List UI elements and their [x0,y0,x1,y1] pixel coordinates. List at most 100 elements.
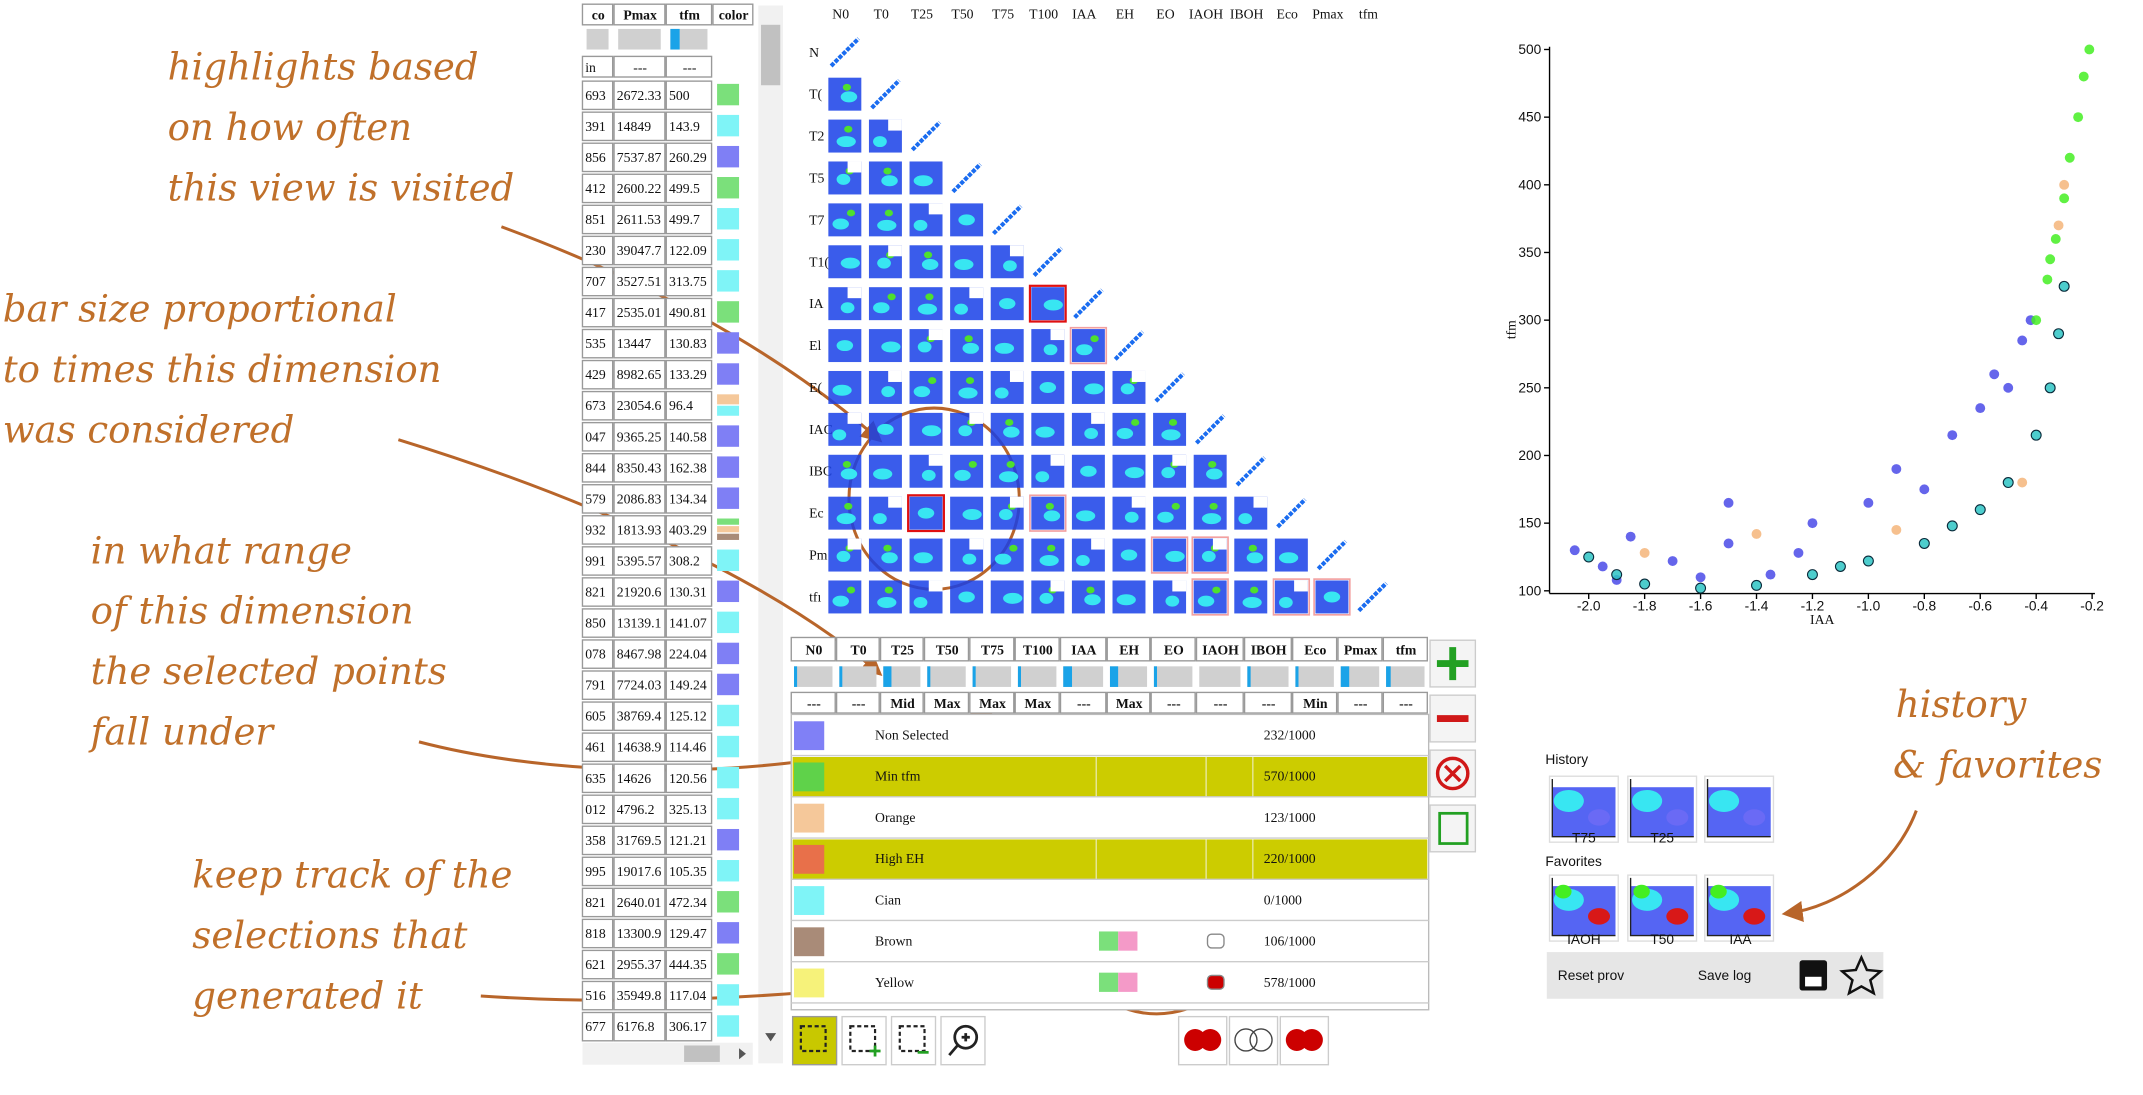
diagonal-plot [1316,539,1348,571]
filter-label: --- [633,60,647,75]
add-select-tool[interactable] [841,1015,887,1066]
selection-name[interactable]: Orange [875,810,915,825]
point [1765,569,1776,580]
h-scrollbar[interactable] [582,1042,753,1065]
header-cell [581,3,614,26]
selection-name[interactable]: Cian [875,892,901,907]
table-value: 417 [585,305,606,320]
selection-name[interactable]: High EH [875,851,924,866]
color-swatch [717,984,740,1006]
cell-blob [840,302,855,314]
table-cell [613,980,666,1011]
range-cell [923,691,970,714]
scrollbar[interactable] [758,5,784,1064]
point [1751,579,1763,591]
table-cell [665,359,713,390]
history-block [1098,972,1119,992]
selection-swatch[interactable] [794,886,825,915]
cell-blob [1248,544,1257,552]
column-header: tfm [679,8,700,23]
table-cell [665,515,713,545]
scroll-arrow[interactable] [739,1048,746,1060]
x-tick-label: -0.4 [2024,598,2048,613]
point [2044,382,2056,394]
table-cell [665,546,713,576]
table-value: 39047.7 [617,243,662,258]
y-tick-label: 400 [1518,177,1541,192]
visit-highlight [907,494,945,533]
range-label: --- [807,696,821,711]
selection-swatch[interactable] [794,927,825,957]
selection-name[interactable]: Non Selected [875,728,949,743]
scroll-arrow[interactable] [765,1033,777,1042]
selection-name[interactable]: Yellow [875,975,914,990]
cell-blob [964,335,973,343]
color-swatch [717,405,740,416]
cell-blob [1047,544,1056,552]
selection-swatch[interactable] [794,721,825,751]
selection-name[interactable]: Min tfm [875,769,921,784]
selection-name[interactable]: Brown [875,934,912,949]
y-tick-label: 450 [1518,110,1541,125]
cell-blob [840,468,858,480]
cell-blob [958,387,978,399]
favorite-star[interactable] [1839,954,1884,996]
zoom-tool[interactable] [940,1015,986,1066]
table-value: 677 [585,1019,606,1034]
panel-header-cell [923,636,970,662]
point [1862,555,1874,567]
selection-swatch[interactable] [794,762,825,792]
filter-cell [665,55,713,78]
column-header: co [592,8,605,23]
table-value: 8350.43 [617,460,662,475]
table-value: 856 [585,150,606,165]
select-tool[interactable] [791,1015,838,1066]
save-log-button[interactable]: Save log [1698,968,1751,983]
x-tick-label: -1.2 [1801,598,1825,613]
panel-header-cell [1106,636,1151,662]
cell-blob [842,460,852,468]
cell-blob [883,544,892,552]
color-swatch [717,704,740,727]
annotation: keep track of the [192,853,512,896]
table-value: 13447 [617,336,651,351]
clear-icon [1443,764,1462,783]
thumb-points [1555,884,1572,899]
color-swatch [717,270,740,292]
table-cell [581,949,614,980]
table-cell [581,701,614,732]
table-value: 818 [585,926,606,941]
cell-blob [873,136,887,148]
point [2084,44,2095,55]
scroll-thumb[interactable] [761,24,781,86]
sub-select-tool[interactable] [890,1015,937,1066]
point [2059,179,2070,190]
selection-count: 232/1000 [1264,728,1316,743]
column-header: color [719,8,749,23]
cell-blob [836,513,856,525]
table-cell [581,173,614,204]
cell-blob [958,591,975,603]
table-cell [665,297,713,328]
color-swatch [717,363,740,385]
selection-swatch[interactable] [794,844,825,874]
table-value: 821 [585,895,606,910]
reset-button[interactable]: Reset prov [1558,968,1624,983]
thumb-axes [1551,877,1616,937]
selection-swatch[interactable] [794,803,825,833]
venn-icon [1285,1028,1308,1051]
point [1793,547,1804,558]
cell-blob [1168,419,1178,426]
range-label: Max [1025,696,1052,711]
table-value: 8467.98 [617,647,662,662]
table-cell [581,918,614,949]
cell-blob [921,425,942,437]
point [1751,529,1762,539]
intersect-button[interactable] [1228,1015,1279,1066]
cell-blob [881,341,901,353]
table-value: 105.35 [669,864,707,879]
h-scroll-thumb[interactable] [684,1045,720,1062]
matrix-row-label: tfı [809,589,821,604]
selection-count: 570/1000 [1264,769,1316,784]
selection-swatch[interactable] [794,968,825,998]
